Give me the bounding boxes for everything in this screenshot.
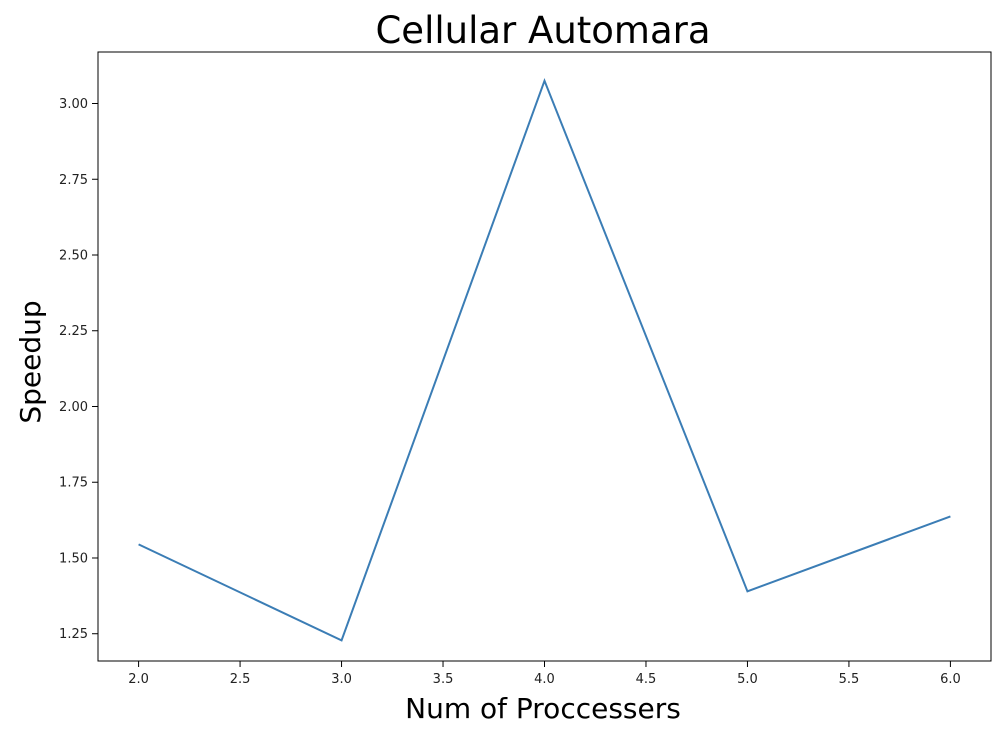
x-tick-label: 3.0	[331, 672, 352, 687]
x-tick-label: 4.5	[636, 672, 657, 687]
y-tick-label: 2.75	[59, 173, 88, 188]
series-line-speedup	[138, 77, 951, 642]
y-axis-label: Speedup	[14, 300, 47, 423]
y-tick-label: 1.25	[59, 627, 88, 642]
chart-title: Cellular Automara	[375, 9, 710, 52]
y-tick-label: 1.75	[59, 476, 88, 491]
y-tick-label: 3.00	[59, 97, 88, 112]
y-axis: 1.25 1.50 1.75 2.00 2.25 2.50 2.75 3.00	[59, 97, 98, 642]
x-tick-label: 2.0	[128, 672, 149, 687]
x-tick-label: 6.0	[940, 672, 961, 687]
x-tick-label: 3.5	[433, 672, 454, 687]
plot-area-frame	[97, 51, 992, 662]
y-tick-label: 1.50	[59, 551, 88, 566]
y-tick-label: 2.50	[59, 249, 88, 264]
x-tick-label: 5.0	[737, 672, 758, 687]
x-tick-label: 4.0	[534, 672, 555, 687]
x-tick-label: 5.5	[839, 672, 860, 687]
x-tick-label: 2.5	[230, 672, 251, 687]
x-axis: 2.0 2.5 3.0 3.5 4.0 4.5 5.0 5.5 6.0	[128, 661, 961, 687]
y-tick-label: 2.25	[59, 324, 88, 339]
y-tick-label: 2.00	[59, 400, 88, 415]
x-axis-label: Num of Proccessers	[405, 692, 681, 725]
